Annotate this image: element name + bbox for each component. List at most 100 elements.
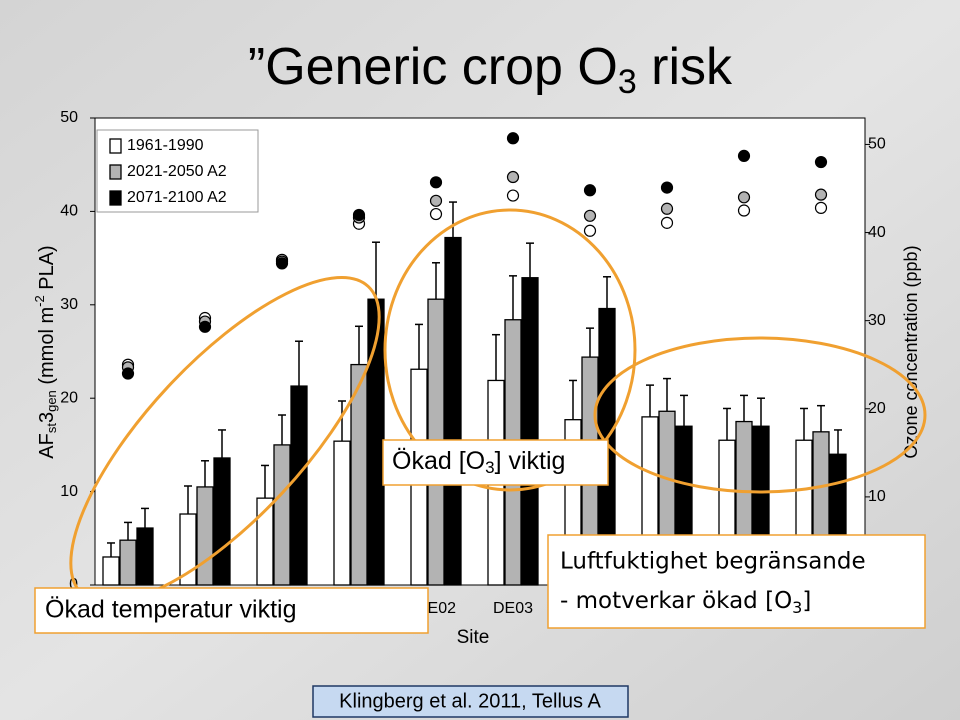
error-bar bbox=[603, 276, 611, 309]
ozone-marker bbox=[429, 176, 443, 189]
ozone-marker bbox=[506, 132, 520, 145]
error-bar bbox=[834, 429, 842, 455]
ozone-marker bbox=[660, 216, 674, 229]
ellipse bbox=[593, 336, 927, 494]
y2-axis-label: Ozone concentration (ppb) bbox=[901, 245, 921, 458]
bar bbox=[444, 236, 462, 586]
annotation-part: - motverkar ökad [O bbox=[560, 588, 792, 614]
ellipse bbox=[383, 208, 637, 492]
error-bar bbox=[680, 394, 688, 427]
error-bar bbox=[141, 507, 149, 529]
error-bar bbox=[184, 485, 192, 515]
error-bar bbox=[800, 407, 808, 441]
annotation: - motverkar ökad [O3] bbox=[560, 588, 811, 617]
error-bar bbox=[278, 414, 286, 445]
x-tick-label: DE03 bbox=[493, 600, 533, 617]
error-bar bbox=[526, 242, 534, 278]
legend-swatch bbox=[109, 164, 122, 180]
annotation-part: ] viktig bbox=[495, 447, 566, 475]
error-bar bbox=[817, 404, 825, 432]
y2-tick-label: 40 bbox=[868, 224, 886, 241]
ozone-marker bbox=[352, 208, 366, 222]
error-bar bbox=[218, 429, 226, 458]
title-subscript: 3 bbox=[618, 63, 637, 101]
error-bar bbox=[261, 464, 269, 499]
annotation-part: ] bbox=[802, 588, 811, 614]
y-label-part: PLA) bbox=[36, 245, 58, 295]
y-label-part: AF bbox=[36, 433, 58, 459]
ozone-marker bbox=[121, 367, 135, 380]
legend-swatch bbox=[109, 138, 122, 154]
error-bar bbox=[586, 327, 594, 358]
error-bar bbox=[124, 521, 132, 541]
annotation-sub: 3 bbox=[485, 458, 494, 477]
error-bar bbox=[757, 397, 765, 427]
ozone-marker bbox=[814, 188, 828, 201]
y-tick-label: 10 bbox=[60, 483, 78, 500]
error-bar bbox=[663, 377, 671, 412]
y-label-sub: gen bbox=[44, 390, 59, 412]
annotation-box bbox=[382, 439, 609, 486]
legend-label: 2071-2100 A2 bbox=[127, 189, 227, 206]
bar bbox=[273, 444, 291, 586]
y-tick-label: 40 bbox=[60, 203, 78, 220]
y-tick-label: 50 bbox=[60, 109, 78, 126]
annotation: Luftfuktighet begränsande bbox=[560, 549, 866, 575]
error-bar bbox=[646, 384, 654, 417]
annotation-box bbox=[547, 534, 926, 629]
ozone-marker bbox=[198, 320, 212, 333]
title-text: ”Generic crop O bbox=[248, 38, 618, 96]
error-bar bbox=[415, 323, 423, 370]
y-tick-label: 30 bbox=[60, 296, 78, 313]
error-bar bbox=[740, 394, 748, 422]
error-bar bbox=[295, 340, 303, 387]
ozone-marker bbox=[429, 194, 443, 207]
error-bar bbox=[201, 460, 209, 487]
ozone-marker bbox=[583, 209, 597, 222]
title-text: risk bbox=[637, 38, 733, 96]
bar bbox=[196, 486, 214, 586]
ozone-marker bbox=[814, 155, 828, 169]
ozone-marker bbox=[660, 181, 674, 194]
citation: Klingberg et al. 2011, Tellus A bbox=[339, 690, 601, 712]
bar bbox=[213, 457, 231, 586]
legend-label: 2021-2050 A2 bbox=[127, 163, 227, 180]
error-bar bbox=[372, 241, 380, 300]
y2-tick-label: 50 bbox=[868, 136, 886, 153]
ozone-marker bbox=[506, 170, 520, 184]
bar bbox=[521, 277, 539, 586]
legend-box bbox=[96, 129, 259, 213]
ozone-marker bbox=[737, 204, 751, 217]
ozone-marker bbox=[814, 201, 828, 214]
error-bar bbox=[509, 275, 517, 320]
x-axis-label: Site bbox=[457, 627, 490, 648]
citation-box bbox=[312, 685, 629, 718]
error-bar bbox=[723, 407, 731, 441]
annotation-part: Ökad [O bbox=[392, 447, 485, 475]
bar bbox=[136, 527, 154, 586]
error-bar bbox=[432, 262, 440, 300]
chart-title: ”Generic crop O3 risk bbox=[248, 38, 733, 101]
annotation: Ökad temperatur viktig bbox=[45, 596, 297, 624]
y2-tick-label: 30 bbox=[868, 312, 886, 329]
y2-tick-label: 10 bbox=[868, 488, 886, 505]
annotation-box bbox=[34, 587, 429, 634]
y-label-part: (mmol m bbox=[36, 307, 58, 390]
error-bar bbox=[338, 400, 346, 442]
y2-tick-label: 20 bbox=[868, 400, 886, 417]
ozone-marker bbox=[583, 184, 597, 197]
error-bar bbox=[569, 379, 577, 420]
legend-label: 1961-1990 bbox=[127, 137, 204, 154]
ozone-marker bbox=[275, 257, 289, 270]
ozone-marker bbox=[583, 224, 597, 237]
bar bbox=[119, 539, 137, 586]
error-bar bbox=[107, 542, 115, 557]
ozone-marker bbox=[506, 189, 520, 202]
error-bar bbox=[449, 201, 457, 238]
y-label-part: 3 bbox=[36, 412, 58, 423]
bar bbox=[333, 440, 351, 586]
y-label-sub: st bbox=[44, 423, 59, 434]
legend: 1961-1990 2021-2050 A2 2071-2100 A2 bbox=[96, 129, 259, 213]
error-bar bbox=[355, 325, 363, 365]
